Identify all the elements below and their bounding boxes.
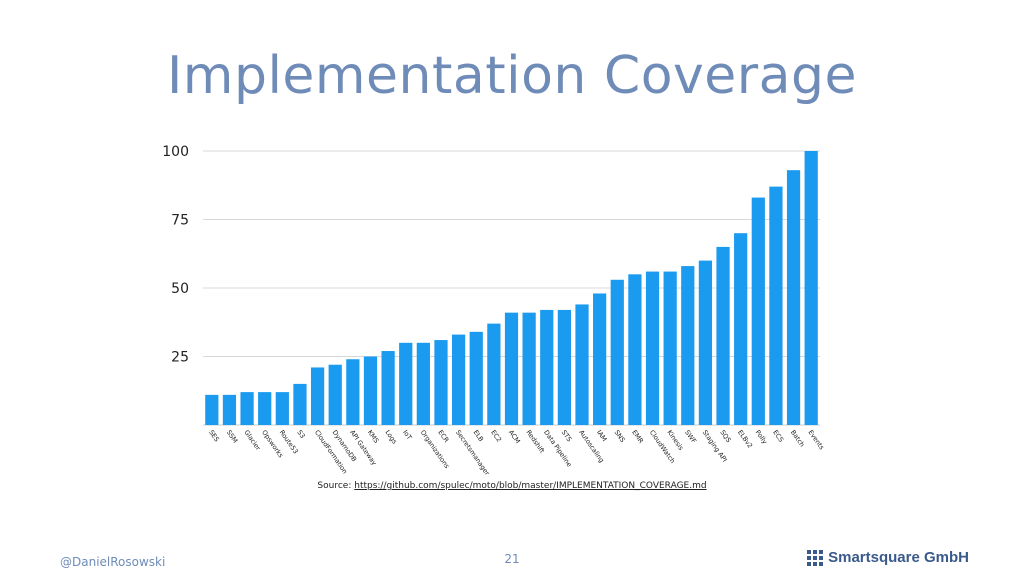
x-tick-label: Batch <box>789 429 806 449</box>
page-number: 21 <box>504 552 520 566</box>
bar-secretsmanager <box>452 334 466 425</box>
x-tick-label: Logs <box>383 429 399 446</box>
bar-autoscaling <box>575 304 589 425</box>
bar-route53 <box>275 392 289 425</box>
bar-redshift <box>522 312 536 425</box>
bar-swf <box>681 266 695 425</box>
bar-ecr <box>434 340 448 425</box>
bar-batch <box>786 170 801 425</box>
bar-polly <box>751 197 765 425</box>
bar-cloudwatch <box>645 271 660 425</box>
x-tick-label: SQS <box>718 429 732 445</box>
author-handle: @DanielRosowski <box>60 555 166 569</box>
bar-s3 <box>293 383 307 425</box>
bar-kinesis <box>663 271 677 425</box>
bar-organizations <box>416 342 430 425</box>
slide-title: Implementation Coverage <box>166 46 858 106</box>
bar-events <box>804 151 818 425</box>
bar-ses <box>205 394 219 425</box>
x-tick-label: Glacier <box>242 429 262 453</box>
x-tick-label: CloudFormation <box>313 429 349 476</box>
x-tick-label: ELBv2 <box>736 429 754 450</box>
x-tick-label: ACM <box>507 429 522 445</box>
x-tick-label: IAM <box>595 429 608 443</box>
bar-cloudformation <box>310 367 325 425</box>
x-tick-label: ELB <box>472 429 486 444</box>
bar-sts <box>557 309 571 425</box>
bar-api-gateway <box>346 359 360 425</box>
x-tick-label: SES <box>207 429 221 444</box>
x-tick-label: S3 <box>295 429 306 440</box>
source-prefix: Source: <box>317 481 355 491</box>
x-tick-label: Events <box>807 429 827 452</box>
bar-data-pipeline <box>540 309 554 425</box>
x-tick-label: STS <box>560 429 574 444</box>
bar-dynamodb <box>328 364 342 425</box>
y-tick-label: 100 <box>162 144 189 160</box>
source-link[interactable]: https://github.com/spulec/moto/blob/mast… <box>354 481 707 491</box>
bar-ec2 <box>487 323 501 425</box>
x-tick-label: SSM <box>225 429 240 445</box>
bar-ecs <box>769 186 783 425</box>
y-tick-label: 25 <box>171 350 189 366</box>
x-tick-label: SWF <box>683 429 698 446</box>
bar-glacier <box>240 392 254 425</box>
bar-iot <box>399 342 413 425</box>
y-axis-ticks: 25 50 75 100 <box>162 144 189 366</box>
source-note: Source: https://github.com/spulec/moto/b… <box>0 481 1024 491</box>
x-tick-label: EC2 <box>489 429 503 444</box>
x-tick-label: Secretsmanager <box>454 429 491 476</box>
y-tick-label: 75 <box>171 213 189 229</box>
bar-kms <box>363 356 378 425</box>
bar-ssm <box>222 394 237 425</box>
x-tick-label: SNS <box>613 429 627 444</box>
x-tick-label: KMS <box>366 429 381 445</box>
bar-iam <box>593 293 607 425</box>
x-tick-label: Polly <box>754 429 769 446</box>
bar-logs <box>381 351 395 425</box>
bar-emr <box>628 274 642 425</box>
bars <box>205 151 818 425</box>
bar-sqs <box>716 246 730 425</box>
x-tick-label: ECR <box>436 429 450 445</box>
y-tick-label: 50 <box>171 281 189 297</box>
bar-sns <box>610 279 624 425</box>
grid-squares-logo-icon <box>807 549 824 566</box>
bar-elb <box>469 331 483 425</box>
bar-opsworks <box>258 392 272 425</box>
x-tick-label: IoT <box>401 429 413 442</box>
x-tick-label: ECS <box>771 429 785 444</box>
bar-acm <box>504 312 519 425</box>
brand-name: Smartsquare GmbH <box>828 549 969 566</box>
bar-staging-api <box>698 260 713 425</box>
bar-elbv2 <box>734 233 748 425</box>
brand-logo: Smartsquare GmbH <box>807 549 969 566</box>
x-tick-label: EMR <box>630 429 645 446</box>
